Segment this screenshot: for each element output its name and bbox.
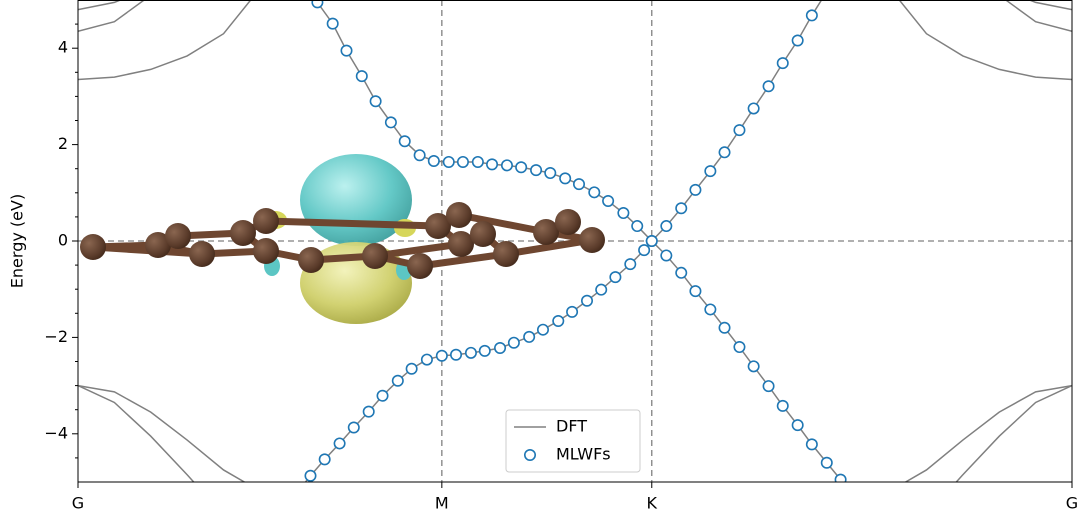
mlwf-point	[377, 391, 387, 401]
y-tick-label: −4	[44, 423, 68, 442]
mlwf-point	[502, 160, 512, 170]
mlwf-point	[334, 438, 344, 448]
dft-band	[78, 0, 151, 31]
x-tick-label: M	[435, 494, 449, 513]
mlwf-point	[422, 354, 432, 364]
legend-label: DFT	[556, 417, 587, 436]
mlwf-point	[661, 250, 671, 260]
mlwf-point	[327, 18, 337, 28]
mlwf-point	[364, 406, 374, 416]
mlwf-point	[582, 296, 592, 306]
mlwf-point	[676, 203, 686, 213]
y-tick-label: 4	[58, 38, 68, 57]
x-tick-label: G	[1066, 494, 1077, 513]
mlwf-point	[734, 342, 744, 352]
mlwf-point	[473, 157, 483, 167]
mlwf-point	[822, 458, 832, 468]
dft-band	[999, 0, 1072, 31]
mlwf-point	[610, 272, 620, 282]
mlwf-point	[516, 162, 526, 172]
mlwf-point	[625, 259, 635, 269]
mlwf-point	[589, 187, 599, 197]
mlwf-point	[545, 168, 555, 178]
mlwf-point	[596, 284, 606, 294]
mlwf-point	[778, 401, 788, 411]
wannier-orbital-image	[80, 154, 605, 324]
mlwf-point	[414, 150, 424, 160]
mlwf-point	[807, 10, 817, 20]
mlwf-point	[748, 361, 758, 371]
mlwf-point	[778, 58, 788, 68]
x-tick-label: K	[647, 494, 658, 513]
mlwf-point	[661, 221, 671, 231]
mlwf-point	[560, 173, 570, 183]
mlwf-point	[748, 103, 758, 113]
mlwf-point	[574, 179, 584, 189]
dft-band	[78, 0, 253, 80]
dft-band	[1017, 0, 1072, 10]
mlwf-point	[451, 350, 461, 360]
legend-label: MLWFs	[556, 445, 611, 464]
legend-marker	[525, 450, 535, 460]
mlwf-point	[719, 147, 729, 157]
mlwf-point	[319, 454, 329, 464]
mlwf-point	[429, 156, 439, 166]
mlwf-point	[524, 332, 534, 342]
mlwf-point	[632, 221, 642, 231]
page: {"chart_data": { "type": "line", "ylabel…	[0, 0, 1077, 520]
mlwf-point	[370, 96, 380, 106]
mlwf-point	[719, 323, 729, 333]
mlwf-point	[792, 35, 802, 45]
x-tick-label: G	[72, 494, 84, 513]
dft-band	[78, 0, 133, 10]
mlwf-point	[349, 422, 359, 432]
mlwf-point	[618, 208, 628, 218]
orbital-lobe	[300, 154, 412, 246]
mlwf-point	[509, 338, 519, 348]
mlwf-point	[807, 439, 817, 449]
mlwf-point	[357, 71, 367, 81]
mlwf-point	[792, 420, 802, 430]
mlwf-point	[835, 474, 845, 484]
mlwf-point	[639, 245, 649, 255]
mlwf-point	[538, 324, 548, 334]
dft-band	[78, 386, 253, 487]
mlwf-point	[734, 125, 744, 135]
mlwf-point	[531, 165, 541, 175]
mlwf-point	[305, 471, 315, 481]
y-tick-label: 0	[58, 231, 68, 250]
mlwf-point	[393, 376, 403, 386]
mlwf-point	[458, 157, 468, 167]
y-tick-label: 2	[58, 134, 68, 153]
mlwf-point	[647, 236, 657, 246]
mlwf-point	[487, 159, 497, 169]
mlwf-point	[495, 343, 505, 353]
mlwf-point	[690, 286, 700, 296]
y-axis-label: Energy (eV)	[8, 194, 27, 288]
mlwf-point	[386, 117, 396, 127]
mlwf-point	[312, 0, 322, 8]
mlwf-point	[567, 307, 577, 317]
mlwf-point	[444, 157, 454, 167]
mlwf-point	[705, 166, 715, 176]
mlwf-point	[400, 136, 410, 146]
dft-band	[897, 0, 1072, 80]
dft-band	[897, 386, 1072, 487]
mlwf-point	[553, 316, 563, 326]
mlwf-point	[406, 364, 416, 374]
mlwf-point	[480, 346, 490, 356]
mlwf-point	[466, 348, 476, 358]
mlwf-point	[763, 381, 773, 391]
mlwf-point	[705, 304, 715, 314]
mlwf-point	[341, 45, 351, 55]
mlwf-point	[676, 268, 686, 278]
chart: Energy (eV) −4−2024GMKG DFTML	[0, 0, 1077, 520]
dft-band	[78, 386, 198, 487]
mlwf-point	[763, 81, 773, 91]
y-tick-label: −2	[44, 327, 68, 346]
mlwf-point	[603, 196, 613, 206]
dft-band	[952, 386, 1072, 487]
mlwf-point	[437, 351, 447, 361]
mlwf-point	[690, 185, 700, 195]
